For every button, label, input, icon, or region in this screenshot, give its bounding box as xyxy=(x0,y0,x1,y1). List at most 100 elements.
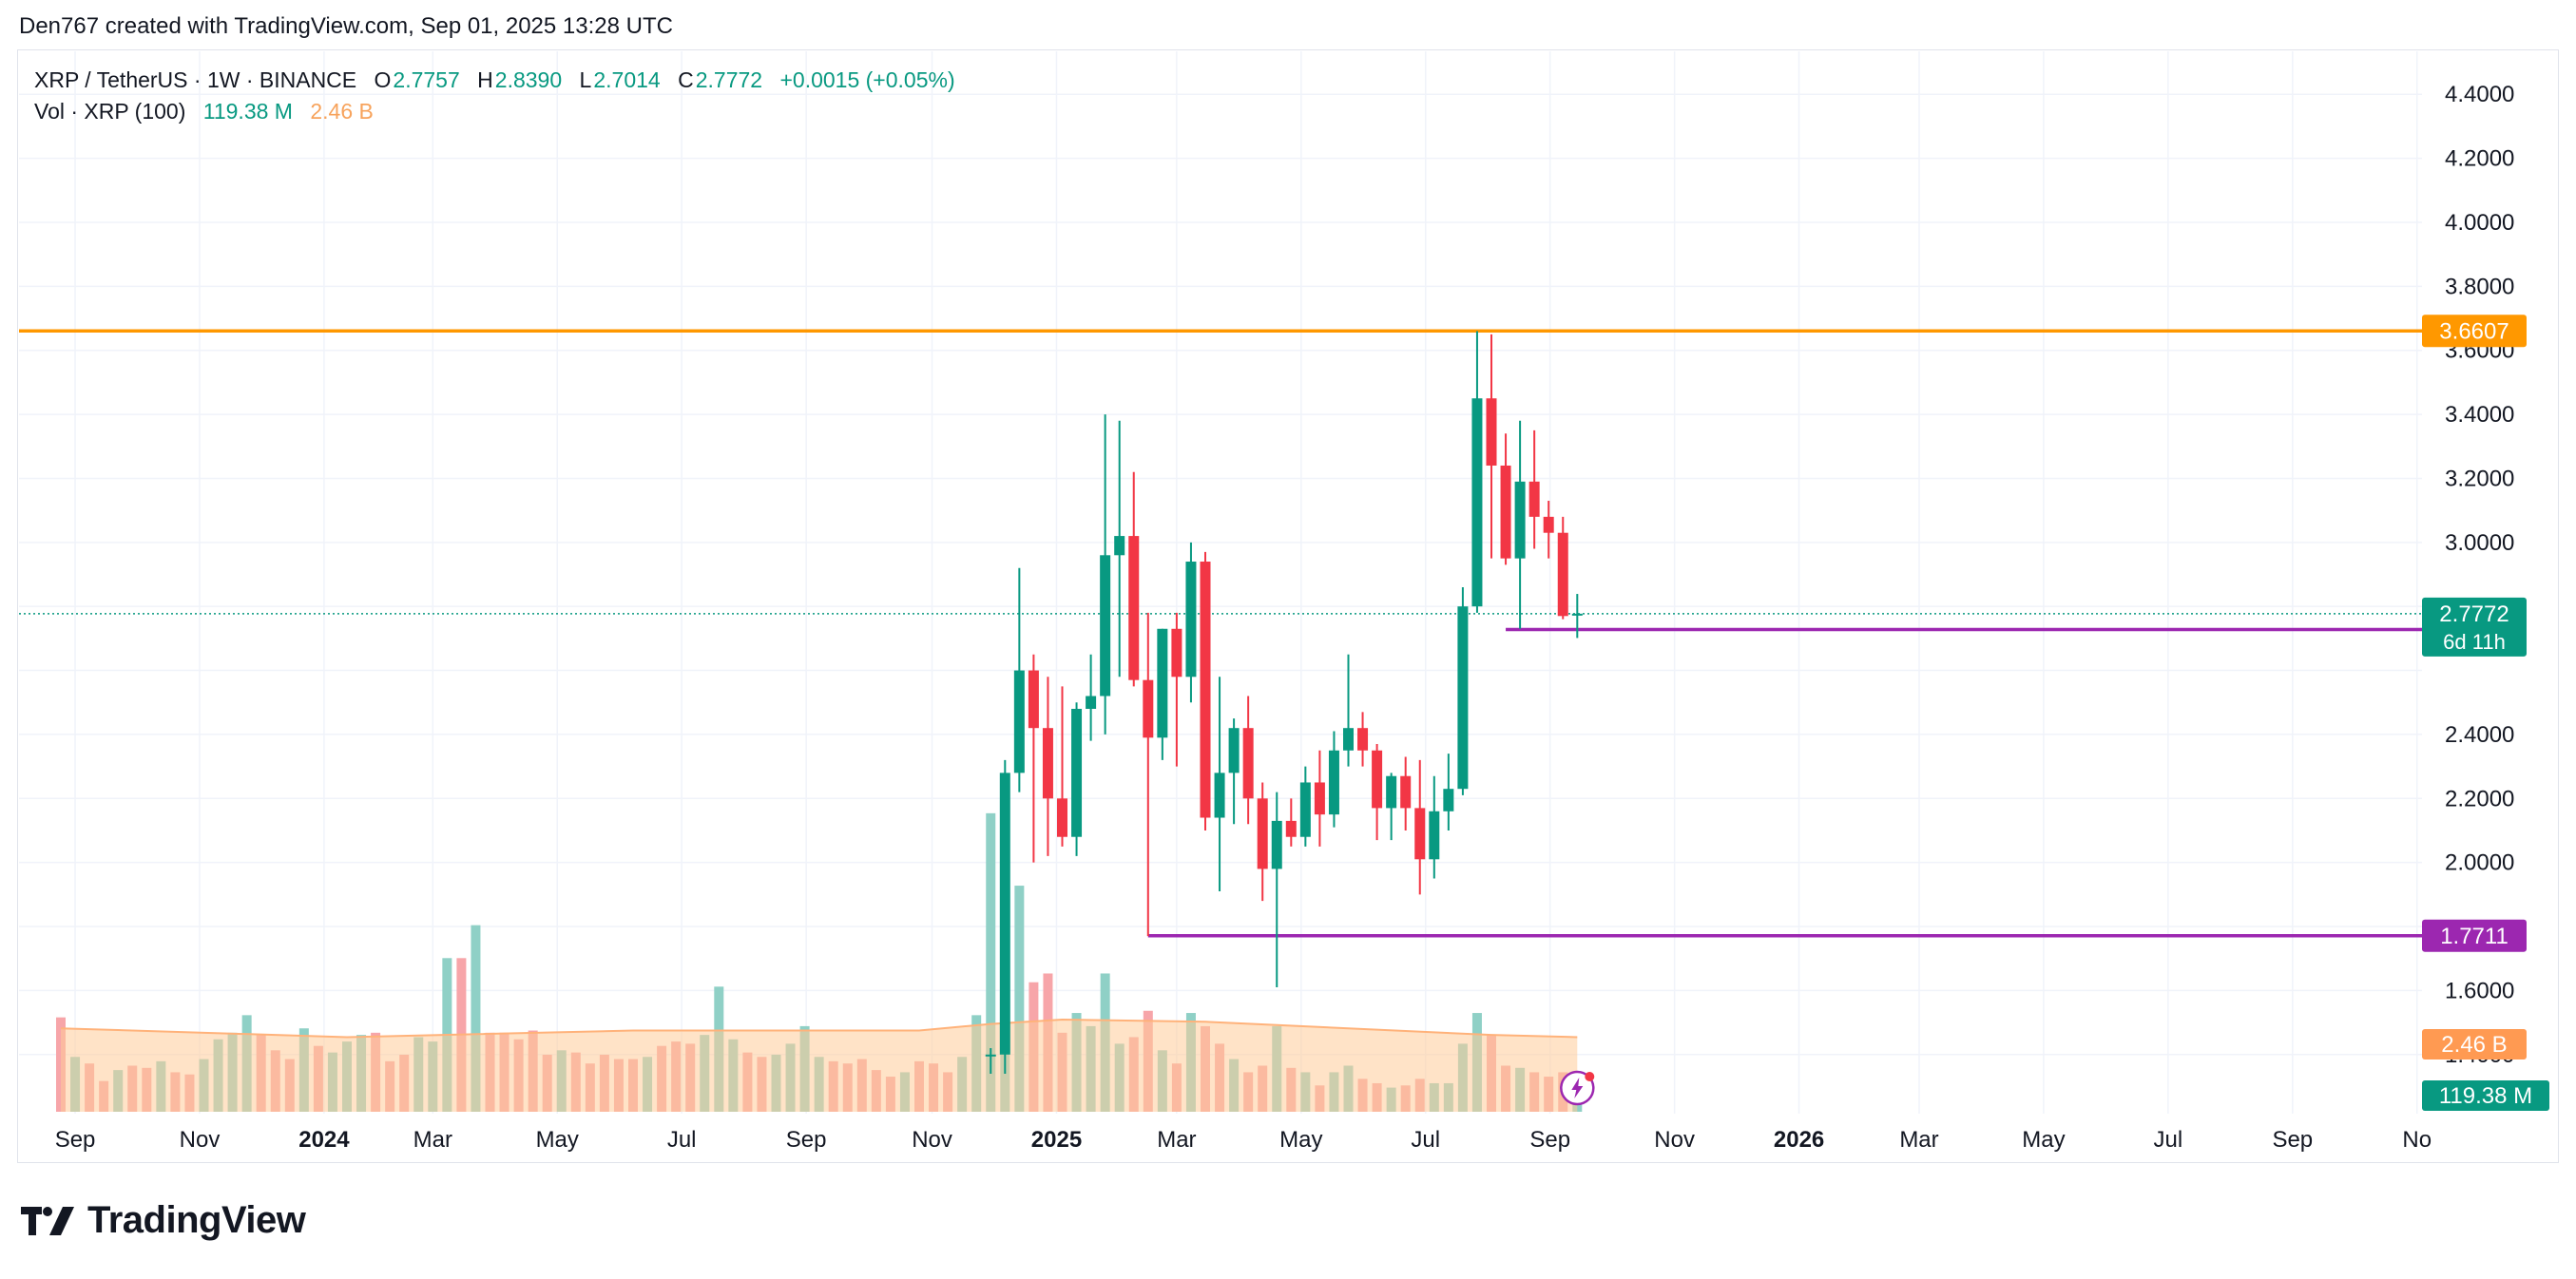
candle-body xyxy=(1343,728,1354,751)
candle-body xyxy=(1171,628,1182,678)
x-tick-label: 2026 xyxy=(1774,1127,1824,1153)
candle-body xyxy=(1299,782,1311,837)
level-price-label-bg xyxy=(2422,315,2527,348)
symbol-legend: XRP / TetherUS · 1W · BINANCE O2.7757 H2… xyxy=(34,67,967,93)
candle-body xyxy=(999,773,1010,1055)
candle-body xyxy=(1028,670,1039,729)
candle-body xyxy=(1285,820,1297,837)
symbol-title[interactable]: XRP / TetherUS · 1W · BINANCE xyxy=(34,67,357,92)
volume-ma-line xyxy=(60,1018,1578,1039)
last-price-badge xyxy=(2422,597,2527,657)
candle-body xyxy=(1372,750,1383,809)
candle-body xyxy=(1100,555,1111,697)
tradingview-logo-icon xyxy=(21,1206,74,1235)
candle-body xyxy=(1528,481,1540,517)
candle-body xyxy=(1414,808,1426,860)
candle-body xyxy=(1557,532,1568,617)
x-tick-label: Nov xyxy=(912,1127,952,1153)
chart-frame[interactable] xyxy=(17,49,2559,1163)
x-tick-label: Sep xyxy=(55,1127,96,1153)
events-notification-dot xyxy=(1585,1072,1595,1081)
candle-body xyxy=(1357,728,1369,751)
candle-body xyxy=(1013,670,1025,773)
y-tick-label: 3.8000 xyxy=(2445,274,2514,299)
candle-body xyxy=(1314,782,1325,815)
candle-body xyxy=(1543,516,1554,533)
volume-value: 119.38 M xyxy=(202,99,293,124)
candle-body xyxy=(1157,628,1168,738)
x-tick-label: Mar xyxy=(413,1127,452,1153)
candle-body xyxy=(1328,750,1339,815)
x-tick-label: Sep xyxy=(786,1127,827,1153)
candle-body xyxy=(1400,775,1412,809)
candle-body xyxy=(1185,562,1197,678)
candle-body xyxy=(1071,708,1083,837)
y-tick-label: 2.4000 xyxy=(2445,722,2514,748)
y-tick-label: 3.4000 xyxy=(2445,402,2514,428)
x-tick-label: Jul xyxy=(2154,1127,2183,1153)
candle-body xyxy=(1457,606,1469,790)
volume-indicator-title[interactable]: Vol · XRP (100) xyxy=(34,99,186,124)
candle-body xyxy=(1128,536,1140,680)
x-tick-label: No xyxy=(2402,1127,2432,1153)
candle-body xyxy=(1242,728,1254,799)
candle-body xyxy=(1257,798,1268,869)
close-value: 2.7772 xyxy=(695,67,763,92)
candle-body xyxy=(1271,820,1282,869)
candle-body xyxy=(1214,773,1225,818)
candle-body xyxy=(1386,775,1397,809)
attribution-text: Den767 created with TradingView.com, Sep… xyxy=(19,13,673,39)
high-value: 2.8390 xyxy=(494,67,563,92)
low-value: 2.7014 xyxy=(593,67,661,92)
x-tick-label: Mar xyxy=(1899,1127,1938,1153)
volume-ma-label-bg xyxy=(2422,1029,2527,1059)
y-tick-label: 4.0000 xyxy=(2445,210,2514,236)
x-tick-label: Jul xyxy=(1411,1127,1440,1153)
x-tick-label: 2025 xyxy=(1031,1127,1082,1153)
tradingview-logo[interactable]: TradingView xyxy=(21,1199,306,1242)
candle-body xyxy=(1086,696,1097,709)
y-tick-label: 4.2000 xyxy=(2445,146,2514,172)
x-tick-label: May xyxy=(1279,1127,1322,1153)
volume-ma-area xyxy=(61,1019,1578,1112)
volume-bar xyxy=(471,925,481,1112)
axes: Sep Nov 2024 Mar May Jul Sep Nov 2025 Mar May Jul Se… xyxy=(55,82,2515,1153)
countdown-label: 6d 11h xyxy=(2443,630,2506,654)
candle-body xyxy=(985,1054,996,1057)
x-tick-label: Nov xyxy=(1654,1127,1695,1153)
y-tick-label: 1.6000 xyxy=(2445,978,2514,1003)
lightning-glyph xyxy=(1571,1078,1584,1098)
volume-bar xyxy=(986,812,996,1112)
candle-body xyxy=(1471,398,1483,607)
volume-current-badge xyxy=(2422,1080,2549,1111)
x-tick-label: 2024 xyxy=(298,1127,350,1153)
close-label: C xyxy=(678,67,694,92)
last-price-label: 2.7772 xyxy=(2439,601,2509,627)
x-tick-label: Sep xyxy=(1529,1127,1570,1153)
volume-ma-label: 2.46 B xyxy=(2441,1032,2507,1058)
candle-body xyxy=(1057,798,1067,837)
grid xyxy=(19,51,2422,1114)
level-price-label-bg xyxy=(2422,919,2527,952)
y-tick-label: 4.4000 xyxy=(2445,82,2514,107)
y-tick-label: 2.0000 xyxy=(2445,850,2514,876)
low-label: L xyxy=(579,67,592,92)
x-tick-label: Sep xyxy=(2272,1127,2313,1153)
x-tick-label: May xyxy=(536,1127,579,1153)
volume-bar xyxy=(1014,886,1025,1112)
candle-body xyxy=(1143,679,1154,738)
brand-name: TradingView xyxy=(87,1199,306,1241)
volume-current-label: 119.38 M xyxy=(2439,1083,2532,1109)
volume-ma-value: 2.46 B xyxy=(310,99,374,124)
x-tick-label: Nov xyxy=(180,1127,221,1153)
x-tick-label: Mar xyxy=(1157,1127,1196,1153)
x-tick-label: Jul xyxy=(667,1127,697,1153)
high-label: H xyxy=(477,67,493,92)
horizontal-lines xyxy=(19,329,2422,938)
open-value: 2.7757 xyxy=(393,67,460,92)
candle-body xyxy=(1486,398,1497,466)
y-tick-label: 3.0000 xyxy=(2445,530,2514,556)
candle-body xyxy=(1500,465,1511,559)
candle-body xyxy=(1514,481,1526,559)
